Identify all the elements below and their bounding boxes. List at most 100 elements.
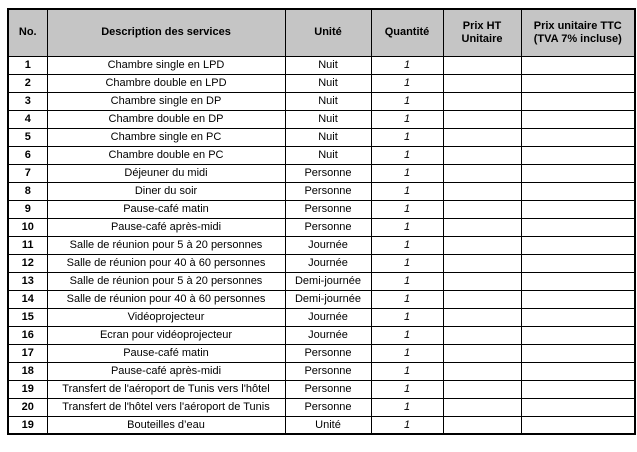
table-row: 3 Chambre single en DP Nuit 1 [7,91,636,111]
unit-cell: Personne [284,397,372,417]
price-ht-cell [442,325,522,345]
price-ht-cell [442,145,522,165]
description-cell: Chambre single en DP [46,91,286,111]
price-ht-cell [442,109,522,129]
price-ttc-cell [520,397,636,417]
no-cell: 19 [7,379,48,399]
price-ht-cell [442,199,522,219]
unit-cell: Personne [284,181,372,201]
quantity-cell: 1 [370,127,444,147]
no-cell: 18 [7,361,48,381]
quantity-cell: 1 [370,289,444,309]
price-ht-cell [442,253,522,273]
table-row: 16 Ecran pour vidéoprojecteur Journée 1 [7,325,636,345]
unit-cell: Unité [284,415,372,435]
description-cell: Pause-café après-midi [46,361,286,381]
price-ttc-cell [520,109,636,129]
table-row: 10 Pause-café après-midi Personne 1 [7,217,636,237]
no-cell: 19 [7,415,48,435]
no-cell: 12 [7,253,48,273]
no-cell: 1 [7,55,48,75]
quantity-cell: 1 [370,343,444,363]
price-ttc-cell [520,181,636,201]
no-cell: 2 [7,73,48,93]
no-cell: 15 [7,307,48,327]
quantity-cell: 1 [370,199,444,219]
table-row: 1 Chambre single en LPD Nuit 1 [7,55,636,75]
no-cell: 6 [7,145,48,165]
price-ttc-cell [520,343,636,363]
price-ht-cell [442,361,522,381]
description-cell: Chambre double en DP [46,109,286,129]
price-ht-cell [442,217,522,237]
quantity-cell: 1 [370,145,444,165]
no-cell: 17 [7,343,48,363]
no-cell: 20 [7,397,48,417]
quantity-cell: 1 [370,271,444,291]
description-cell: Pause-café matin [46,343,286,363]
quantity-cell: 1 [370,361,444,381]
price-ttc-cell [520,379,636,399]
price-ht-cell [442,415,522,435]
quantity-cell: 1 [370,73,444,93]
no-cell: 9 [7,199,48,219]
price-ttc-cell [520,361,636,381]
table-row: 4 Chambre double en DP Nuit 1 [7,109,636,129]
unit-cell: Journée [284,325,372,345]
header-price-ht: Prix HT Unitaire [442,8,522,57]
unit-cell: Nuit [284,109,372,129]
quantity-cell: 1 [370,379,444,399]
price-ttc-cell [520,145,636,165]
unit-cell: Personne [284,199,372,219]
no-cell: 11 [7,235,48,255]
price-ht-cell [442,397,522,417]
unit-cell: Nuit [284,145,372,165]
price-ttc-cell [520,73,636,93]
quantity-cell: 1 [370,397,444,417]
price-ttc-cell [520,163,636,183]
description-cell: Vidéoprojecteur [46,307,286,327]
table-row: 5 Chambre single en PC Nuit 1 [7,127,636,147]
services-table-body: 1 Chambre single en LPD Nuit 1 2 Chambre doub… [7,55,636,435]
no-cell: 13 [7,271,48,291]
price-ttc-cell [520,217,636,237]
description-cell: Transfert de l'aéroport de Tunis vers l'… [46,379,286,399]
unit-cell: Nuit [284,73,372,93]
description-cell: Pause-café matin [46,199,286,219]
table-row: 11 Salle de réunion pour 5 à 20 personnes… [7,235,636,255]
table-row: 18 Pause-café après-midi Personne 1 [7,361,636,381]
price-ht-cell [442,235,522,255]
quantity-cell: 1 [370,91,444,111]
no-cell: 8 [7,181,48,201]
table-row: 13 Salle de réunion pour 5 à 20 personnes… [7,271,636,291]
unit-cell: Nuit [284,55,372,75]
description-cell: Chambre single en LPD [46,55,286,75]
quantity-cell: 1 [370,181,444,201]
no-cell: 4 [7,109,48,129]
table-row: 8 Diner du soir Personne 1 [7,181,636,201]
description-cell: Salle de réunion pour 40 à 60 personnes [46,253,286,273]
description-cell: Bouteilles d’eau [46,415,286,435]
description-cell: Ecran pour vidéoprojecteur [46,325,286,345]
price-ht-cell [442,91,522,111]
description-cell: Déjeuner du midi [46,163,286,183]
unit-cell: Personne [284,217,372,237]
quantity-cell: 1 [370,163,444,183]
no-cell: 5 [7,127,48,147]
quantity-cell: 1 [370,307,444,327]
description-cell: Salle de réunion pour 5 à 20 personnes [46,235,286,255]
table-row: 2 Chambre double en LPD Nuit 1 [7,73,636,93]
price-ttc-cell [520,271,636,291]
header-no: No. [7,8,48,57]
table-row: 17 Pause-café matin Personne 1 [7,343,636,363]
price-ttc-cell [520,253,636,273]
description-cell: Chambre single en PC [46,127,286,147]
table-row: 6 Chambre double en PC Nuit 1 [7,145,636,165]
quantity-cell: 1 [370,235,444,255]
description-cell: Chambre double en PC [46,145,286,165]
unit-cell: Journée [284,235,372,255]
price-ttc-cell [520,235,636,255]
quantity-cell: 1 [370,253,444,273]
price-ttc-cell [520,127,636,147]
price-ttc-cell [520,289,636,309]
